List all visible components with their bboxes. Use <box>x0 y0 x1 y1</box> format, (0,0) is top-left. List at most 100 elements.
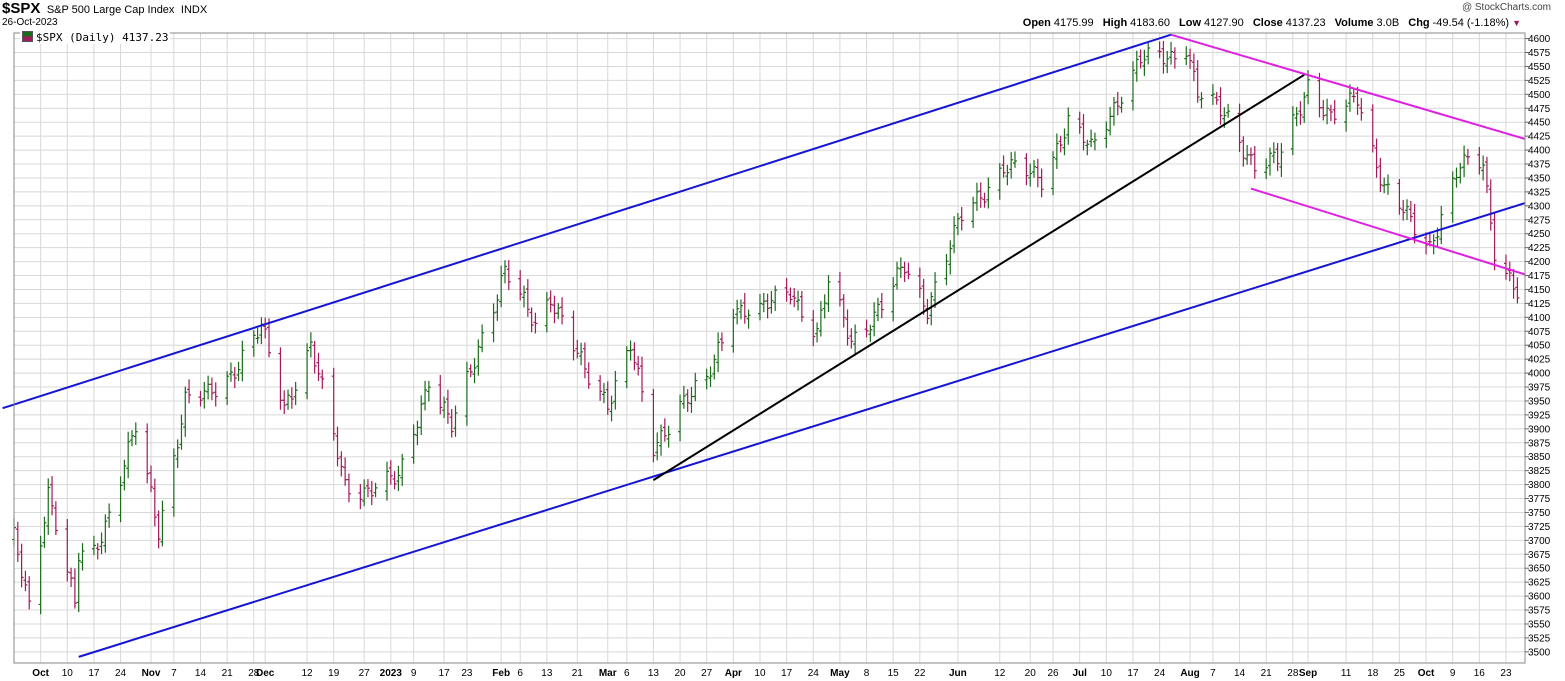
ohlc-bar <box>601 383 606 404</box>
ohlc-bar <box>133 422 138 445</box>
ohlc-bar <box>1195 60 1200 103</box>
ohlc-bar <box>845 309 850 346</box>
ohlc-bar <box>651 388 656 463</box>
high-value: 4183.60 <box>1130 17 1170 29</box>
ohlc-bar <box>396 465 401 491</box>
ohlc-bar <box>1359 98 1364 121</box>
y-tick-label: 4375 <box>1528 160 1551 171</box>
ohlc-bar <box>491 303 496 343</box>
x-tick-label: 28 <box>248 668 260 679</box>
ohlc-bar <box>586 362 591 389</box>
ohlc-bar <box>42 516 47 548</box>
x-tick-label: Mar <box>599 668 617 679</box>
ohlc-bar <box>445 389 450 424</box>
ohlc-bar <box>1328 104 1333 122</box>
ohlc-bar <box>1408 200 1413 223</box>
ohlc-bar <box>1264 158 1269 179</box>
open-value: 4175.99 <box>1053 17 1094 29</box>
ohlc-bar <box>765 293 770 319</box>
y-tick-label: 4550 <box>1528 62 1551 73</box>
ohlc-bar <box>895 261 900 290</box>
chart-date: 26-Oct-2023 <box>2 17 58 28</box>
x-tick-label: 10 <box>1101 668 1113 679</box>
ohlc-bar <box>636 355 641 376</box>
ohlc-bar <box>917 267 922 298</box>
ohlc-bar <box>929 292 934 326</box>
ohlc-bar <box>879 292 884 319</box>
ohlc-bar <box>1317 72 1322 118</box>
ohlc-bar <box>1481 155 1486 181</box>
ohlc-bar <box>1054 133 1059 169</box>
ohlc-bar <box>308 332 313 358</box>
x-tick-label: 17 <box>88 668 100 679</box>
ohlc-bar <box>582 342 587 379</box>
ohlc-bar <box>632 342 637 371</box>
ohlc-bar <box>1245 145 1250 165</box>
y-tick-label: 3975 <box>1528 383 1551 394</box>
ohlc-bar <box>662 418 667 442</box>
ohlc-bar <box>1385 174 1390 195</box>
ohlc-bar <box>1119 96 1124 113</box>
ohlc-bar <box>1172 47 1177 69</box>
y-tick-label: 4400 <box>1528 146 1551 157</box>
ohlc-bar <box>1344 99 1349 132</box>
x-tick-label: Dec <box>256 668 275 679</box>
x-tick-label: 28 <box>1287 668 1299 679</box>
y-tick-label: 3675 <box>1528 550 1551 561</box>
ohlc-bar <box>1401 199 1406 221</box>
ohlc-bar <box>91 535 96 556</box>
ohlc-bar <box>575 339 580 359</box>
ohlc-bar <box>476 339 481 376</box>
ohlc-bar <box>1191 53 1196 82</box>
ohlc-bar <box>548 290 553 313</box>
ohlc-bar <box>453 405 458 437</box>
ohlc-bar <box>788 287 793 305</box>
x-tick-label: 14 <box>1234 668 1246 679</box>
ohlc-bar <box>731 308 736 353</box>
ohlc-bar <box>891 277 896 322</box>
ohlc-bar <box>639 356 644 402</box>
trendlines <box>2 33 1526 658</box>
y-tick-label: 4600 <box>1528 34 1551 45</box>
symbol[interactable]: $SPX <box>2 0 41 17</box>
ohlc-bar <box>251 330 256 357</box>
ohlc-bar <box>23 570 28 592</box>
ohlc-bar <box>864 319 869 338</box>
ohlc-bar <box>388 460 393 485</box>
x-tick-label: Oct <box>32 668 49 679</box>
ohlc-bar <box>522 285 527 308</box>
x-tick-label: 23 <box>461 668 473 679</box>
ohlc-bar <box>160 500 165 547</box>
ohlc-bar <box>236 361 241 382</box>
ohlc-bar <box>1439 205 1444 245</box>
x-tick-label: 24 <box>115 668 127 679</box>
ohlc-bar <box>369 480 374 506</box>
ohlc-bar <box>362 479 367 507</box>
x-tick-label: 18 <box>1367 668 1379 679</box>
y-tick-label: 4325 <box>1528 187 1551 198</box>
brand-watermark[interactable]: @ StockCharts.com <box>1461 2 1551 13</box>
ohlc-bar <box>1169 41 1174 65</box>
ohlc-bar <box>289 387 294 409</box>
volume-label: Volume <box>1334 17 1374 29</box>
series-legend[interactable]: $SPX (Daily) 4137.23 <box>20 31 171 44</box>
ohlc-bar <box>339 451 344 477</box>
ohlc-bar <box>255 327 260 344</box>
ohlc-bar <box>552 295 557 324</box>
ohlc-bar <box>1237 103 1242 153</box>
ohlc-bar <box>438 374 443 415</box>
ohlc-bar <box>50 476 55 516</box>
ohlc-bar <box>1104 121 1109 148</box>
ohlc-bar <box>544 291 549 333</box>
ohlc-bar <box>1450 171 1455 223</box>
ohlc-bar <box>1218 87 1223 125</box>
y-tick-label: 4475 <box>1528 104 1551 115</box>
ohlc-bar <box>305 343 310 400</box>
ohlc-bar <box>346 473 351 503</box>
ohlc-bar <box>103 514 108 553</box>
high-label: High <box>1102 17 1128 29</box>
chart-header: $SPX S&P 500 Large Cap Index INDX <box>2 0 207 18</box>
ohlc-bar <box>156 510 161 549</box>
